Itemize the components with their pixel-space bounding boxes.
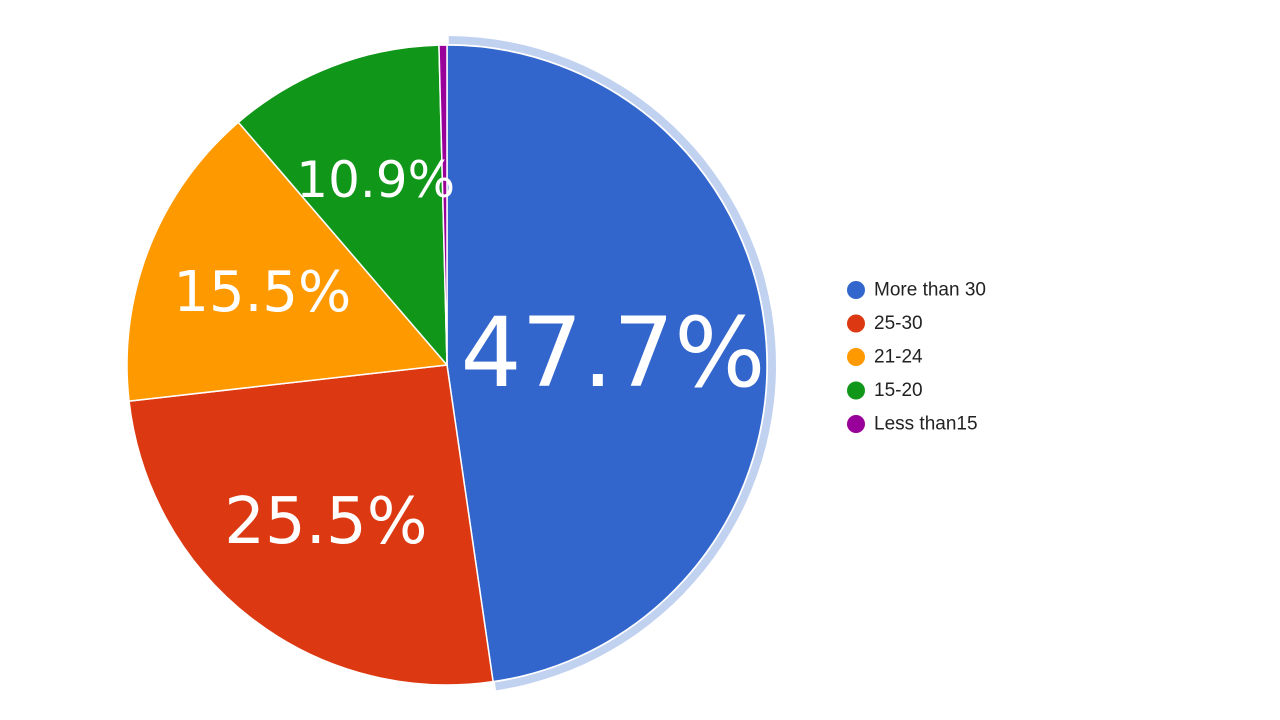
legend-label-15-20: 15-20 [874, 380, 923, 401]
slice-label-more-than-30: 47.7% [460, 297, 765, 409]
legend-swatch-15-20 [847, 381, 865, 400]
legend-swatch-less-than15 [847, 415, 865, 433]
slice-21-24[interactable] [126, 121, 449, 402]
slice-more-than-30[interactable] [446, 44, 768, 683]
legend-swatch-25-30 [847, 314, 865, 333]
legend-label-less-than15: Less than15 [874, 414, 978, 435]
legend-item-21-24[interactable]: 21-24 [847, 347, 923, 368]
legend-item-more-than-30[interactable]: More than 30 [847, 280, 986, 301]
legend-item-25-30[interactable]: 25-30 [847, 313, 923, 334]
slice-label-15-20: 10.9% [296, 151, 455, 209]
legend: More than 30 25-30 21-24 15-20 Less than15 [847, 280, 986, 435]
legend-swatch-more-than-30 [847, 281, 865, 299]
slice-label-25-30: 25.5% [224, 485, 427, 559]
slice-label-21-24: 15.5% [173, 260, 351, 325]
legend-item-less-than15[interactable]: Less than15 [847, 414, 978, 435]
slice-less-than15[interactable] [438, 44, 448, 366]
legend-label-21-24: 21-24 [874, 347, 923, 368]
legend-label-25-30: 25-30 [874, 313, 923, 334]
legend-item-15-20[interactable]: 15-20 [847, 380, 923, 401]
pie-slices [126, 36, 777, 691]
slice-25-30[interactable] [128, 364, 494, 686]
legend-swatch-21-24 [847, 348, 865, 366]
pie-slice-labels: 47.7% 25.5% 15.5% 10.9% [173, 151, 765, 559]
legend-label-more-than-30: More than 30 [874, 280, 986, 301]
slice-15-20[interactable] [237, 44, 448, 368]
